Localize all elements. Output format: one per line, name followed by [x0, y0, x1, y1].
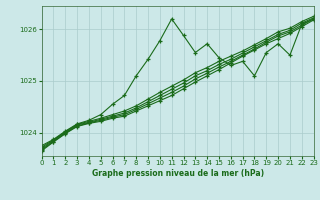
X-axis label: Graphe pression niveau de la mer (hPa): Graphe pression niveau de la mer (hPa)	[92, 169, 264, 178]
